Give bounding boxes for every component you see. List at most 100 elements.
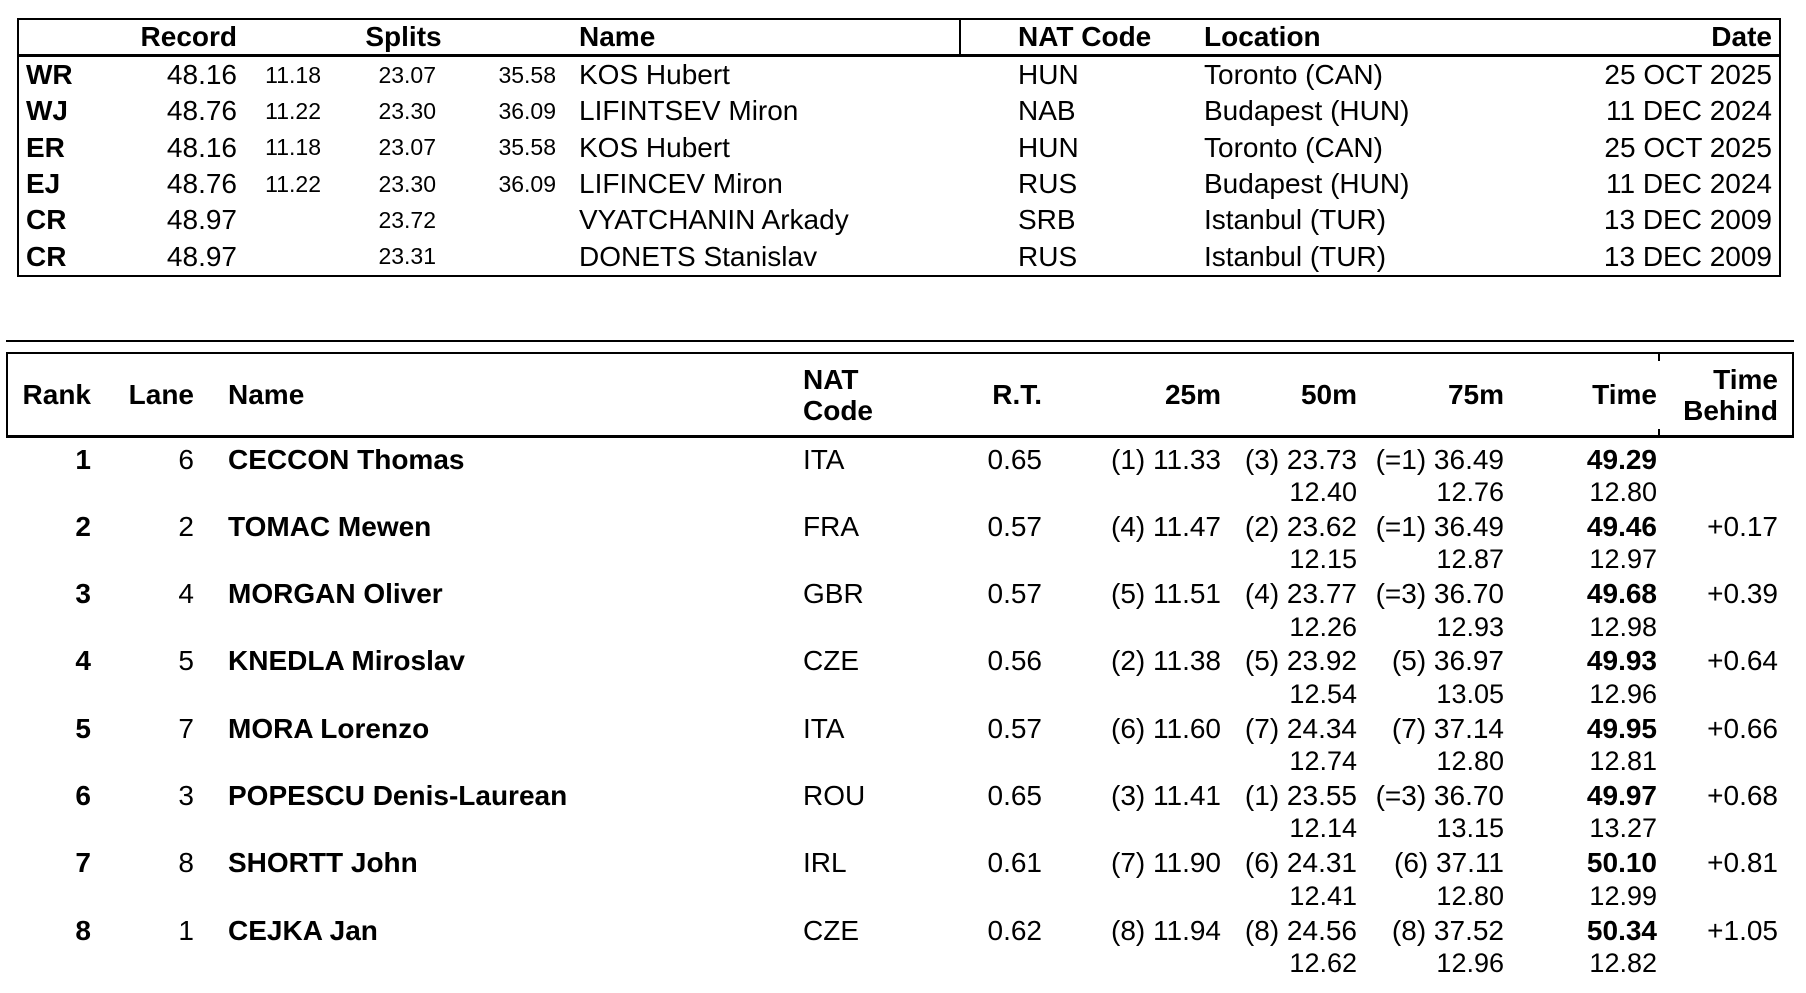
result-25m-time: (8) 11.94 [1111, 914, 1221, 946]
results-header-behind-line2: Behind [1683, 394, 1778, 426]
result-lane: 4 [178, 578, 194, 610]
result-25m-time: (3) 11.41 [1111, 779, 1221, 811]
result-lane: 2 [178, 510, 194, 542]
result-row: 1 6 CECCON Thomas ITA 0.65 (1) 11.33 (3)… [8, 441, 1792, 508]
result-time-behind: +0.17 [1707, 510, 1778, 542]
result-50m-split: 12.40 [1289, 477, 1357, 507]
records-table: Record Splits Name NAT Code Location Dat… [17, 18, 1781, 277]
result-75m-time: (=3) 36.70 [1375, 578, 1504, 610]
result-last-split: 12.97 [1589, 544, 1657, 575]
result-final-time: 49.68 [1586, 578, 1657, 610]
results-table-body: 1 6 CECCON Thomas ITA 0.65 (1) 11.33 (3)… [8, 441, 1792, 979]
result-50m-split: 12.26 [1289, 611, 1357, 642]
result-lane: 1 [178, 914, 194, 946]
record-location: Toronto (CAN) [1204, 131, 1383, 163]
results-header-time: Time [1592, 378, 1657, 410]
record-time: 48.76 [166, 95, 237, 127]
result-50m-split: 12.41 [1289, 880, 1357, 911]
record-holder-name: LIFINCEV Miron [579, 168, 783, 200]
record-tag: WJ [26, 95, 68, 127]
record-holder-name: VYATCHANIN Arkady [579, 204, 849, 236]
result-lane: 6 [178, 443, 194, 475]
result-75m-split: 12.87 [1436, 544, 1504, 575]
result-50m-time: (5) 23.92 [1244, 645, 1357, 677]
result-rank: 3 [75, 578, 91, 610]
result-75m-split: 12.80 [1436, 746, 1504, 777]
result-nat-code: CZE [803, 645, 859, 677]
record-time: 48.16 [166, 131, 237, 163]
result-75m-split: 12.80 [1436, 880, 1504, 911]
record-split-50m: 23.30 [378, 97, 436, 124]
result-lane: 3 [178, 779, 194, 811]
result-75m-split: 13.15 [1436, 813, 1504, 844]
results-header-nat-line1: NAT [803, 363, 859, 395]
record-split-75m: 36.09 [498, 170, 556, 197]
result-time-behind: +0.81 [1707, 847, 1778, 879]
records-header-name: Name [579, 21, 656, 52]
result-swimmer-name: MORA Lorenzo [228, 712, 430, 744]
records-header-record: Record [140, 21, 237, 52]
record-split-75m: 35.58 [498, 134, 556, 161]
result-50m-time: (3) 23.73 [1244, 443, 1357, 475]
result-nat-code: CZE [803, 914, 859, 946]
result-75m-time: (=1) 36.49 [1375, 443, 1504, 475]
record-location: Toronto (CAN) [1204, 59, 1383, 91]
result-final-time: 49.46 [1586, 510, 1657, 542]
result-row: 3 4 MORGAN Oliver GBR 0.57 (5) 11.51 (4)… [8, 576, 1792, 643]
result-75m-time: (8) 37.52 [1391, 914, 1504, 946]
result-lane: 5 [178, 645, 194, 677]
record-row: ER 48.16 11.18 23.07 35.58 KOS Hubert HU… [19, 130, 1779, 166]
result-time-behind: +0.39 [1707, 578, 1778, 610]
result-25m-time: (4) 11.47 [1111, 510, 1221, 542]
results-header-column-tick [1658, 352, 1660, 361]
result-reaction-time: 0.61 [987, 847, 1043, 879]
result-75m-time: (=1) 36.49 [1375, 510, 1504, 542]
result-lane: 7 [178, 712, 194, 744]
result-nat-code: ITA [803, 443, 845, 475]
result-nat-code: IRL [803, 847, 847, 879]
result-reaction-time: 0.57 [987, 712, 1043, 744]
results-header-25m: 25m [1164, 378, 1221, 410]
result-time-behind: +0.64 [1707, 645, 1778, 677]
record-time: 48.76 [166, 168, 237, 200]
records-header-separator [959, 20, 961, 55]
record-tag: EJ [26, 168, 61, 200]
result-25m-time: (6) 11.60 [1111, 712, 1221, 744]
result-reaction-time: 0.56 [987, 645, 1043, 677]
record-split-25m: 11.18 [265, 134, 321, 161]
result-row: 4 5 KNEDLA Miroslav CZE 0.56 (2) 11.38 (… [8, 643, 1792, 710]
result-final-time: 50.34 [1586, 914, 1657, 946]
record-location: Budapest (HUN) [1204, 95, 1410, 127]
result-50m-time: (7) 24.34 [1244, 712, 1357, 744]
record-nat-code: HUN [1018, 131, 1079, 163]
result-75m-split: 12.93 [1436, 611, 1504, 642]
result-50m-time: (4) 23.77 [1244, 578, 1357, 610]
result-50m-split: 12.62 [1289, 948, 1357, 979]
result-lane: 8 [178, 847, 194, 879]
result-final-time: 50.10 [1586, 847, 1657, 879]
results-header-time-behind: Time Behind [1663, 364, 1792, 426]
record-date: 11 DEC 2024 [1605, 95, 1772, 127]
result-row: 2 2 TOMAC Mewen FRA 0.57 (4) 11.47 (2) 2… [8, 508, 1792, 575]
result-50m-time: (2) 23.62 [1244, 510, 1357, 542]
result-50m-split: 12.14 [1289, 813, 1357, 844]
result-reaction-time: 0.57 [987, 578, 1043, 610]
result-75m-time: (=3) 36.70 [1375, 779, 1504, 811]
records-header-splits: Splits [365, 21, 442, 52]
record-nat-code: NAB [1018, 95, 1076, 127]
results-header-rank: Rank [22, 378, 91, 410]
record-row: WR 48.16 11.18 23.07 35.58 KOS Hubert HU… [19, 57, 1779, 93]
result-50m-split: 12.54 [1289, 678, 1357, 709]
result-50m-split: 12.15 [1289, 544, 1357, 575]
result-last-split: 13.27 [1589, 813, 1657, 844]
record-row: CR 48.97 23.72 VYATCHANIN Arkady SRB Ist… [19, 202, 1779, 238]
record-tag: CR [26, 204, 67, 236]
record-date: 11 DEC 2024 [1605, 168, 1772, 200]
result-50m-time: (6) 24.31 [1244, 847, 1357, 879]
record-tag: CR [26, 240, 67, 272]
record-tag: ER [26, 131, 65, 163]
record-row: CR 48.97 23.31 DONETS Stanislav RUS Ista… [19, 239, 1779, 275]
result-50m-time: (1) 23.55 [1244, 779, 1357, 811]
result-row: 5 7 MORA Lorenzo ITA 0.57 (6) 11.60 (7) … [8, 710, 1792, 777]
